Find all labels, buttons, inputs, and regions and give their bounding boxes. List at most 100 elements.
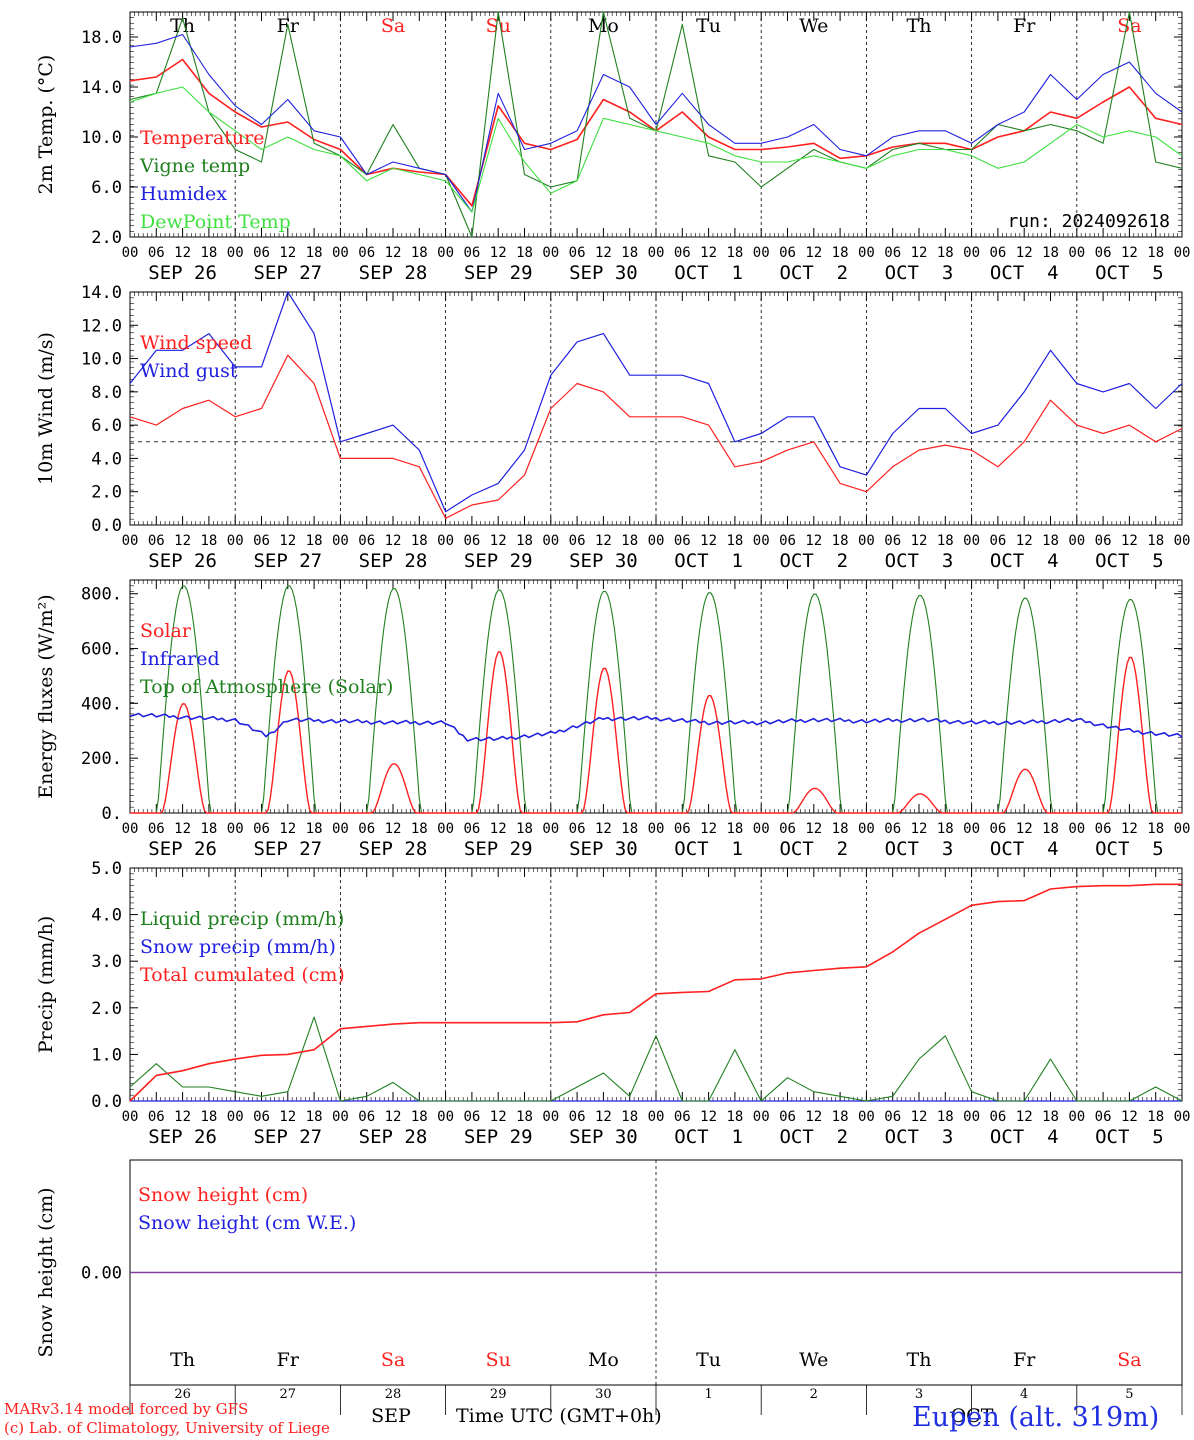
bottom-day-number: 29: [490, 1387, 507, 1402]
energy-date-label: SEP 29: [464, 838, 533, 860]
temp-series-humidex: [129, 33, 1183, 213]
wind-date-label: SEP 26: [148, 550, 217, 572]
precip-hour-label: 12: [385, 1109, 402, 1125]
temp-hour-label: 00: [332, 245, 349, 261]
energy-hour-label: 06: [779, 821, 796, 837]
temp-hour-label: 00: [227, 245, 244, 261]
wind-hour-label: 00: [1068, 533, 1085, 549]
energy-hour-label: 12: [174, 821, 191, 837]
precip-ytick-label: 2.0: [91, 999, 122, 1019]
temp-weekday-label: We: [799, 15, 828, 37]
precip-hour-label: 12: [174, 1109, 191, 1125]
wind-hour-label: 00: [122, 533, 139, 549]
wind-date-label: OCT 5: [1095, 550, 1164, 572]
bottom-day-number: 5: [1125, 1387, 1133, 1402]
precip-hour-label: 06: [463, 1109, 480, 1125]
precip-hour-label: 00: [1174, 1109, 1191, 1125]
energy-hour-label: 18: [1042, 821, 1059, 837]
energy-hour-label: 12: [700, 821, 717, 837]
wind-series-wind-speed: [129, 354, 1183, 519]
wind-date-label: OCT 2: [779, 550, 848, 572]
station-name: Eupen (alt. 319m): [912, 1402, 1160, 1433]
wind-hour-label: 12: [595, 533, 612, 549]
energy-date-label: SEP 28: [359, 838, 428, 860]
temp-hour-label: 18: [516, 245, 533, 261]
precip-date-label: SEP 26: [148, 1126, 217, 1148]
wind-hour-label: 12: [1016, 533, 1033, 549]
wind-date-label: SEP 27: [253, 550, 322, 572]
snow-legend-snow-height-cm-w-e-: Snow height (cm W.E.): [138, 1212, 356, 1234]
wind-ytick-label: 6.0: [91, 416, 122, 436]
temp-date-label: OCT 1: [674, 262, 743, 284]
wind-hour-label: 12: [490, 533, 507, 549]
temp-hour-label: 06: [779, 245, 796, 261]
wind-hour-label: 12: [174, 533, 191, 549]
energy-hour-label: 00: [858, 821, 875, 837]
snow-weekday-label: Tu: [696, 1349, 721, 1371]
snow-weekday-label: We: [799, 1349, 828, 1371]
precip-hour-label: 00: [437, 1109, 454, 1125]
precip-ytick-label: 4.0: [91, 906, 122, 926]
wind-hour-label: 18: [1147, 533, 1164, 549]
precip-y-axis-label: Precip (mm/h): [35, 916, 57, 1054]
temp-weekday-label: Sa: [1117, 15, 1141, 37]
energy-hour-label: 18: [726, 821, 743, 837]
precip-hour-label: 12: [490, 1109, 507, 1125]
temp-hour-label: 06: [674, 245, 691, 261]
temp-weekday-label: Th: [170, 15, 195, 37]
wind-hour-label: 18: [306, 533, 323, 549]
temp-hour-label: 00: [963, 245, 980, 261]
wind-y-axis-label: 10m Wind (m/s): [35, 332, 57, 485]
temp-run-annotation: run: 2024092618: [1007, 211, 1170, 232]
precip-hour-label: 18: [1147, 1109, 1164, 1125]
precip-hour-label: 12: [805, 1109, 822, 1125]
energy-hour-label: 06: [148, 821, 165, 837]
energy-hour-label: 18: [1147, 821, 1164, 837]
energy-hour-label: 06: [884, 821, 901, 837]
temp-hour-label: 12: [1121, 245, 1138, 261]
precip-hour-label: 00: [1068, 1109, 1085, 1125]
precip-hour-label: 00: [753, 1109, 770, 1125]
temp-hour-label: 06: [253, 245, 270, 261]
precip-hour-label: 18: [726, 1109, 743, 1125]
precip-legend-liquid-precip-mm-h-: Liquid precip (mm/h): [140, 908, 344, 930]
temp-hour-label: 18: [621, 245, 638, 261]
wind-ytick-label: 8.0: [91, 383, 122, 403]
temp-hour-label: 18: [937, 245, 954, 261]
temp-weekday-label: Mo: [588, 15, 619, 37]
wind-ytick-label: 0.0: [91, 516, 122, 536]
temp-date-label: OCT 2: [779, 262, 848, 284]
wind-hour-label: 00: [332, 533, 349, 549]
energy-series-infrared: [129, 712, 1183, 742]
precip-hour-label: 06: [779, 1109, 796, 1125]
bottom-day-number: 3: [915, 1387, 923, 1402]
temp-hour-label: 06: [989, 245, 1006, 261]
wind-date-label: SEP 28: [359, 550, 428, 572]
temp-ytick-label: 10.0: [81, 128, 122, 148]
energy-hour-label: 06: [253, 821, 270, 837]
temp-hour-label: 06: [884, 245, 901, 261]
temp-hour-label: 00: [753, 245, 770, 261]
precip-hour-label: 06: [989, 1109, 1006, 1125]
wind-ytick-label: 2.0: [91, 483, 122, 503]
energy-hour-label: 12: [911, 821, 928, 837]
wind-hour-label: 12: [385, 533, 402, 549]
temp-date-label: OCT 5: [1095, 262, 1164, 284]
bottom-day-number: 30: [595, 1387, 612, 1402]
energy-hour-label: 00: [122, 821, 139, 837]
snow-weekday-label: Fr: [277, 1349, 300, 1371]
energy-hour-label: 18: [306, 821, 323, 837]
precip-ytick-label: 5.0: [91, 859, 122, 879]
precip-hour-label: 00: [858, 1109, 875, 1125]
wind-hour-label: 00: [542, 533, 559, 549]
temp-hour-label: 12: [595, 245, 612, 261]
temp-legend-dewpoint-temp: DewPoint Temp: [140, 211, 291, 233]
snow-weekday-label: Sa: [1117, 1349, 1141, 1371]
temp-ytick-label: 14.0: [81, 78, 122, 98]
temp-hour-label: 06: [148, 245, 165, 261]
energy-hour-label: 00: [332, 821, 349, 837]
footer-model: MARv3.14 model forced by GFS: [4, 1400, 249, 1418]
wind-hour-label: 00: [858, 533, 875, 549]
precip-hour-label: 18: [306, 1109, 323, 1125]
